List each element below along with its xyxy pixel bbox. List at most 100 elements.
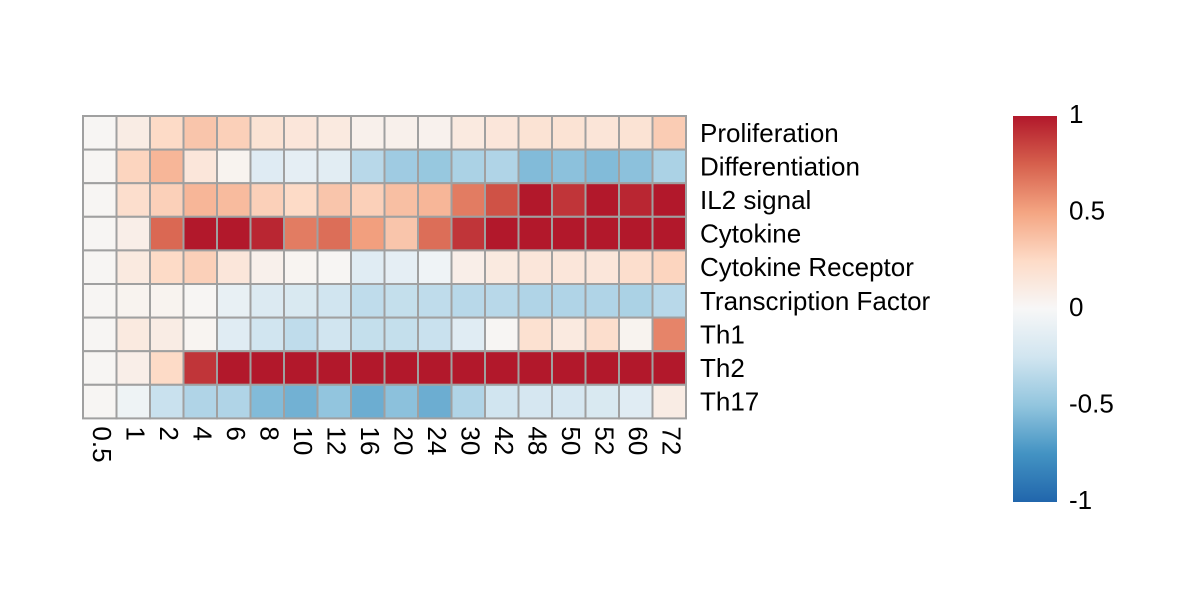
heatmap-cell [383,316,419,353]
heatmap-cell [484,316,520,353]
heatmap-cell [115,148,151,185]
column-label: 48 [522,426,552,455]
heatmap-cell [115,215,151,252]
column-label: 50 [556,426,586,455]
heatmap-cell [182,148,218,185]
heatmap-cell [283,383,319,420]
heatmap-cell [450,182,486,218]
colorbar-tick-label: 0.5 [1069,195,1105,225]
heatmap-cell [450,383,486,420]
heatmap-cell [316,115,352,151]
heatmap-cell [283,316,319,353]
column-label: 52 [589,426,619,455]
heatmap-cell [551,350,587,386]
heatmap-cell [450,115,486,151]
heatmap-cell [350,316,386,353]
heatmap-cell [417,283,453,319]
row-label: IL2 signal [700,185,811,215]
heatmap-cell [417,215,453,252]
heatmap-cell [584,148,620,185]
heatmap-cells [82,115,687,420]
heatmap-cell [484,148,520,185]
heatmap-cell [450,283,486,319]
heatmap-cell [182,383,218,420]
heatmap-cell [216,316,252,353]
heatmap-cell [182,215,218,252]
heatmap-cell [115,316,151,353]
heatmap-cell [517,249,553,285]
heatmap-cell [551,115,587,151]
column-label: 60 [623,426,653,455]
heatmap-cell [383,148,419,185]
heatmap-cell [383,215,419,252]
heatmap-cell [551,383,587,420]
column-label: 6 [221,426,251,440]
colorbar-tick-label: 1 [1069,99,1083,129]
heatmap-cell [417,249,453,285]
heatmap-cell [149,383,185,420]
heatmap-cell [316,283,352,319]
heatmap-cell [216,249,252,285]
heatmap-cell [484,350,520,386]
heatmap-cell [450,215,486,252]
heatmap-cell [383,350,419,386]
heatmap-cell [283,283,319,319]
row-label: Cytokine Receptor [700,252,914,282]
heatmap-cell [249,115,285,151]
heatmap-cell [484,182,520,218]
heatmap-cell [417,148,453,185]
heatmap-cell [350,350,386,386]
heatmap-cell [618,215,654,252]
heatmap-cell [517,283,553,319]
heatmap-cell [350,249,386,285]
row-label: Cytokine [700,219,801,249]
heatmap-cell [283,215,319,252]
heatmap-cell [584,249,620,285]
column-label: 1 [120,426,150,440]
heatmap-cell [82,215,118,252]
column-label: 12 [321,426,351,455]
heatmap-cell [115,115,151,151]
heatmap-cell [584,215,620,252]
column-label: 0.5 [87,426,117,462]
heatmap-cell [584,316,620,353]
heatmap-cell [618,316,654,353]
colorbar-tick-labels: 1 0.5 0 -0.5 -1 [1069,99,1114,515]
row-label: Th1 [700,319,745,349]
heatmap-cell [283,182,319,218]
heatmap-cell [618,350,654,386]
heatmap-cell [249,249,285,285]
heatmap-cell [383,283,419,319]
column-label: 72 [656,426,686,455]
heatmap-cell [651,182,687,218]
heatmap-cell [417,383,453,420]
heatmap-cell [651,249,687,285]
heatmap-cell [283,115,319,151]
heatmap-cell [316,182,352,218]
heatmap-cell [216,148,252,185]
heatmap-cell [82,182,118,218]
heatmap-cell [115,249,151,285]
heatmap-cell [149,115,185,151]
heatmap-cell [182,115,218,151]
heatmap-cell [417,182,453,218]
heatmap-cell [182,350,218,386]
heatmap-cell [584,383,620,420]
heatmap-cell [350,182,386,218]
heatmap-cell [115,283,151,319]
column-label: 24 [422,426,452,455]
heatmap-cell [517,215,553,252]
heatmap-cell [618,148,654,185]
heatmap-cell [316,148,352,185]
heatmap-cell [383,249,419,285]
heatmap-cell [249,182,285,218]
heatmap-cell [517,148,553,185]
heatmap-cell [149,148,185,185]
column-label: 8 [254,426,284,440]
heatmap-cell [417,350,453,386]
heatmap-cell [182,249,218,285]
heatmap-cell [551,182,587,218]
heatmap-cell [216,350,252,386]
heatmap-cell [216,215,252,252]
row-label: Th17 [700,387,759,417]
